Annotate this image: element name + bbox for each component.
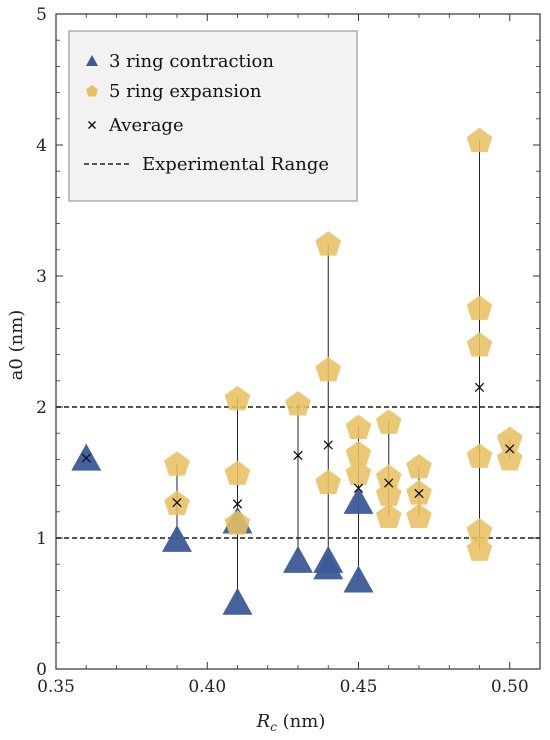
expansion-point-14 (375, 481, 402, 506)
legend-entry-average: Average (108, 115, 184, 136)
average-point-8 (474, 382, 485, 393)
contraction-point-7 (343, 565, 374, 593)
average-point-4 (323, 440, 333, 450)
range-lines (176, 139, 511, 604)
x-axis-label-main: R (256, 711, 271, 732)
average-point-6 (384, 478, 394, 488)
legend-cross-icon (88, 121, 96, 129)
contraction-point-8 (343, 486, 374, 514)
x-axis-label-unit: (nm) (277, 711, 325, 732)
average-point-0 (81, 453, 91, 463)
contraction-point-6 (313, 545, 344, 573)
average-point-9 (505, 444, 515, 454)
contraction-point-0 (71, 443, 102, 471)
contraction-point-4 (283, 545, 313, 573)
expansion-point-19 (466, 127, 493, 153)
expansion-point-17 (406, 480, 432, 505)
contraction-point-2 (222, 587, 253, 615)
legend-box (68, 30, 358, 202)
expansion-point-5 (285, 391, 311, 416)
expansion-point-9 (345, 414, 372, 440)
expansion-point-18 (406, 503, 432, 529)
data-markers (71, 127, 523, 615)
average-point-1 (172, 497, 182, 508)
y-axis-label: a0 (nm) (6, 310, 27, 381)
legend-triangle-icon (86, 55, 98, 66)
expansion-point-6 (315, 231, 342, 256)
expansion-point-22 (466, 443, 493, 468)
expansion-point-10 (345, 440, 372, 466)
average-point-7 (414, 488, 424, 499)
legend-entry-range: Experimental Range (142, 154, 329, 175)
expansion-point-13 (375, 464, 402, 489)
average-point-3 (293, 450, 303, 461)
x-tick-label-1: 0.40 (188, 677, 226, 697)
expansion-point-0 (164, 451, 190, 476)
expansion-point-25 (496, 426, 523, 451)
x-axis-label: Rc (nm) (256, 711, 326, 734)
average-point-2 (232, 499, 243, 509)
y-tick-label-0: 0 (36, 660, 47, 680)
expansion-point-16 (406, 453, 432, 479)
average-point-5 (353, 483, 364, 493)
expansion-point-23 (466, 518, 493, 543)
expansion-point-26 (496, 446, 523, 471)
expansion-point-7 (315, 357, 342, 382)
y-tick-label-4: 4 (36, 136, 47, 156)
axis-ticks: 0 1 2 3 4 5 0.35 0.40 0.45 0.50 (36, 5, 540, 697)
expansion-point-15 (375, 503, 402, 529)
x-tick-label-3: 0.50 (491, 677, 529, 697)
y-tick-label-1: 1 (36, 529, 47, 549)
y-tick-label-5: 5 (36, 5, 47, 25)
y-tick-label-3: 3 (36, 267, 47, 287)
x-tick-label-0: 0.35 (37, 677, 75, 697)
legend-entry-contraction: 3 ring contraction (109, 51, 274, 72)
expansion-point-12 (375, 409, 402, 434)
x-axis-label-sub: c (270, 720, 277, 734)
expansion-point-3 (224, 460, 251, 485)
expansion-point-24 (466, 536, 493, 561)
x-tick-label-2: 0.45 (340, 677, 378, 697)
legend-pentagon-icon (86, 85, 98, 97)
expansion-point-21 (466, 332, 493, 357)
expansion-point-8 (315, 469, 342, 495)
legend-entry-expansion: 5 ring expansion (109, 81, 262, 102)
expansion-point-4 (224, 510, 251, 535)
expansion-point-11 (345, 460, 372, 485)
contraction-point-1 (162, 524, 192, 552)
legend: 3 ring contraction 5 ring expansion Aver… (68, 30, 358, 202)
expansion-point-20 (466, 295, 493, 320)
expansion-point-2 (224, 385, 251, 411)
y-tick-label-2: 2 (36, 398, 47, 418)
